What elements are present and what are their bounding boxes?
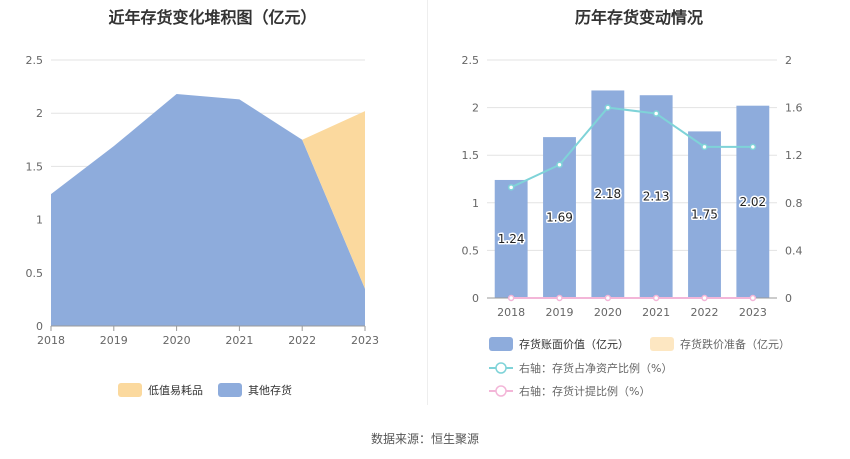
right-x-tick-label: 2021 xyxy=(642,306,670,319)
right-x-tick-label: 2018 xyxy=(497,306,525,319)
right-chart-title: 历年存货变动情况 xyxy=(574,8,703,27)
net-asset-ratio-point[interactable] xyxy=(652,110,660,117)
legend-other-inventory-label[interactable]: 其他存货 xyxy=(248,383,292,397)
legend-book-value-swatch[interactable] xyxy=(489,337,513,351)
left-x-tick-label: 2022 xyxy=(288,334,316,347)
bar-inventory-book-value[interactable] xyxy=(688,131,721,298)
legend-provision-ratio-label[interactable]: 右轴：存货计提比例（%） xyxy=(519,384,650,398)
net-asset-ratio-point[interactable] xyxy=(604,104,612,111)
right-x-tick-label: 2023 xyxy=(739,306,767,319)
net-asset-ratio-point[interactable] xyxy=(701,143,708,151)
legend-impairment-swatch[interactable] xyxy=(650,337,674,351)
net-asset-ratio-point[interactable] xyxy=(507,184,515,191)
legend-low-value-consumables-swatch[interactable] xyxy=(118,383,142,397)
legend-provision-ratio-swatch-dot[interactable] xyxy=(495,385,507,397)
legend-impairment-label[interactable]: 存货跌价准备（亿元） xyxy=(680,337,790,351)
net-asset-ratio-point[interactable] xyxy=(749,143,757,151)
net-asset-ratio-point[interactable] xyxy=(556,161,563,168)
bar-inventory-book-value[interactable] xyxy=(591,90,625,299)
right-chart-right-y-tick-label: 1.6 xyxy=(785,102,803,115)
data-source: 数据来源：恒生聚源 xyxy=(370,432,479,446)
left-y-tick-label: 0.5 xyxy=(26,267,44,280)
provision-ratio-point[interactable] xyxy=(604,294,612,302)
bar-inventory-book-value[interactable] xyxy=(494,179,528,298)
legend-other-inventory-swatch[interactable] xyxy=(218,383,242,397)
net-asset-ratio-line xyxy=(510,106,753,189)
left-y-tick-label: 2 xyxy=(36,107,43,120)
bar-data-label: 2.02 xyxy=(739,195,766,209)
provision-ratio-point[interactable] xyxy=(507,294,515,302)
right-chart-right-y-tick-label: 0.4 xyxy=(785,244,803,257)
left-x-tick-label: 2023 xyxy=(351,334,379,347)
legend-net-asset-ratio-label[interactable]: 右轴：存货占净资产比例（%） xyxy=(519,361,672,375)
right-chart-left-y-tick-label: 1.5 xyxy=(462,149,480,162)
right-x-tick-label: 2020 xyxy=(594,306,622,319)
bar-data-label: 2.13 xyxy=(643,190,670,204)
bar-data-label: 2.18 xyxy=(594,187,621,201)
right-chart-left-y-tick-label: 0 xyxy=(472,292,479,305)
bar-data-label: 1.69 xyxy=(546,211,573,225)
left-x-tick-label: 2021 xyxy=(225,334,253,347)
left-y-tick-label: 1 xyxy=(36,214,43,227)
area-other-inventory xyxy=(51,94,365,326)
provision-ratio-point[interactable] xyxy=(701,294,708,302)
right-x-tick-label: 2022 xyxy=(691,306,719,319)
left-x-tick-label: 2018 xyxy=(37,334,65,347)
provision-ratio-point[interactable] xyxy=(556,294,563,302)
right-chart-right-y-tick-label: 2 xyxy=(785,54,792,67)
left-x-tick-label: 2019 xyxy=(100,334,128,347)
left-y-tick-label: 1.5 xyxy=(26,160,44,173)
left-chart-title: 近年存货变化堆积图（亿元） xyxy=(108,8,317,27)
legend-low-value-consumables-label[interactable]: 低值易耗品 xyxy=(148,384,203,397)
right-chart-right-y-tick-label: 0 xyxy=(785,292,792,305)
right-chart-left-y-tick-label: 0.5 xyxy=(462,244,480,257)
legend-book-value-label[interactable]: 存货账面价值（亿元） xyxy=(519,337,629,351)
right-chart-right-y-tick-label: 0.8 xyxy=(785,197,803,210)
right-chart-left-y-tick-label: 1 xyxy=(472,197,479,210)
bar-inventory-book-value[interactable] xyxy=(639,95,673,298)
right-chart-left-y-tick-label: 2 xyxy=(472,102,479,115)
bar-data-label: 1.24 xyxy=(498,232,525,246)
left-y-tick-label: 2.5 xyxy=(26,54,44,67)
right-chart-left-y-tick-label: 2.5 xyxy=(462,54,480,67)
provision-ratio-point[interactable] xyxy=(652,294,660,302)
right-x-tick-label: 2019 xyxy=(546,306,574,319)
right-chart-right-y-tick-label: 1.2 xyxy=(785,149,803,162)
left-x-tick-label: 2020 xyxy=(163,334,191,347)
provision-ratio-point[interactable] xyxy=(749,294,757,302)
bar-data-label: 1.75 xyxy=(691,208,718,222)
bar-inventory-book-value[interactable] xyxy=(736,105,770,298)
legend-net-asset-ratio-swatch-dot[interactable] xyxy=(495,362,507,374)
chart-divider xyxy=(427,0,428,405)
left-y-tick-label: 0 xyxy=(36,320,43,333)
